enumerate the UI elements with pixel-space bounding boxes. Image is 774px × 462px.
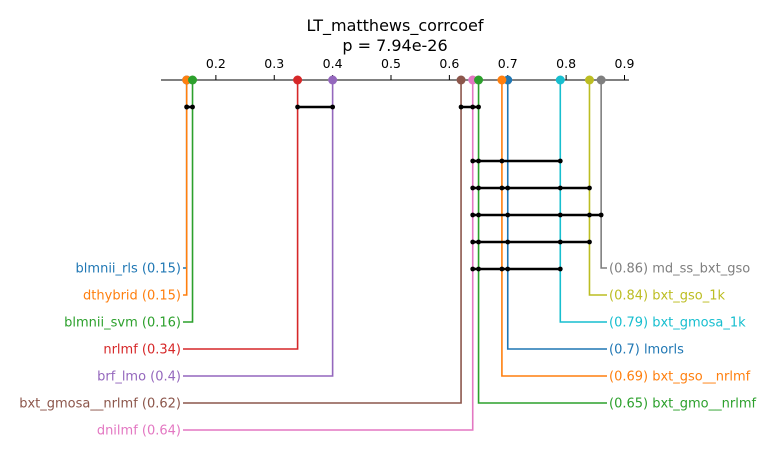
method-label-bxt_gmosa_1k: (0.79) bxt_gmosa_1k [609, 316, 746, 331]
axis-ticks: 0.2 0.3 0.4 0.5 0.6 0.7 0.8 0.9 [206, 56, 635, 80]
axis-tick-label: 0.9 [615, 56, 635, 71]
clique-dot [476, 158, 481, 164]
method-label-blmnii_svm: blmnii_svm (0.16) [64, 316, 181, 331]
clique-dot [505, 185, 511, 191]
axis-tick-label: 0.6 [439, 56, 459, 71]
clique-dot [476, 212, 481, 218]
clique-dot [587, 239, 592, 245]
method-label-blmnii_rls: blmnii_rls (0.15) [76, 262, 181, 277]
clique-dot [476, 266, 481, 272]
method-labels: blmnii_rls (0.15) dthybrid (0.15) blmnii_s… [19, 262, 756, 439]
clique-dot [184, 104, 190, 110]
rank-marker-bxt_gmosa__nrlmf [456, 75, 466, 85]
axis-tick-label: 0.2 [206, 56, 226, 71]
connector-bxt_gso__nrlmf [501, 80, 607, 377]
clique-dot [476, 239, 481, 245]
connector-blmnii_svm [183, 80, 194, 323]
method-label-bxt_gso__nrlmf: (0.69) bxt_gso__nrlmf [609, 370, 751, 385]
clique-dot [470, 158, 476, 164]
connector-dthybrid [183, 80, 188, 296]
clique-bars [184, 104, 604, 272]
clique-dot [587, 212, 592, 218]
chart-title: LT_matthews_corrcoef [307, 16, 484, 36]
connector-brf_lmo [183, 80, 334, 377]
rank-markers [182, 75, 606, 85]
clique-dot [476, 104, 481, 110]
clique-dot [505, 239, 511, 245]
connector-nrlmf [183, 80, 299, 350]
clique-dot [458, 104, 464, 110]
rank-marker-blmnii_svm [188, 75, 198, 85]
method-label-bxt_gso_1k: (0.84) bxt_gso_1k [609, 289, 726, 304]
clique-dot [587, 185, 592, 191]
clique-dot [470, 239, 476, 245]
rank-marker-bxt_gmo__nrlmf [474, 75, 484, 85]
clique-dot [557, 158, 563, 164]
clique-dot [557, 212, 563, 218]
clique-dot [330, 104, 336, 110]
rank-marker-nrlmf [293, 75, 303, 85]
connector-bxt_gmosa_1k [559, 80, 607, 323]
chart-subtitle: p = 7.94e-26 [342, 36, 447, 55]
clique-dot [505, 212, 511, 218]
clique-dot [557, 185, 563, 191]
rank-marker-bxt_gso_1k [584, 75, 594, 85]
clique-dot [557, 239, 563, 245]
clique-dot [499, 185, 505, 191]
axis-tick-label: 0.3 [264, 56, 284, 71]
axis-tick-label: 0.8 [556, 56, 576, 71]
clique-dot [505, 266, 511, 272]
rank-marker-brf_lmo [328, 75, 338, 85]
clique-dot [470, 266, 476, 272]
axis-tick-label: 0.5 [381, 56, 401, 71]
connector-lmorls [506, 80, 607, 350]
connector-bxt_gmosa__nrlmf [183, 80, 462, 404]
clique-dot [190, 104, 195, 110]
rank-marker-bxt_gmosa_1k [555, 75, 565, 85]
method-label-nrlmf: nrlmf (0.34) [103, 343, 181, 358]
clique-dot [470, 212, 476, 218]
clique-dot [476, 185, 481, 191]
method-label-bxt_gmo__nrlmf: (0.65) bxt_gmo__nrlmf [609, 397, 756, 412]
clique-dot [499, 266, 505, 272]
connector-bxt_gso_1k [588, 80, 607, 296]
method-label-lmorls: (0.7) lmorls [609, 343, 684, 358]
clique-dot [470, 104, 476, 110]
clique-dot [470, 185, 476, 191]
connector-dnilmf [183, 80, 474, 431]
axis-tick-label: 0.4 [323, 56, 343, 71]
clique-dot [557, 266, 563, 272]
connector-md_ss_bxt_gso [600, 80, 607, 269]
axis-tick-label: 0.7 [498, 56, 518, 71]
rank-marker-md_ss_bxt_gso [596, 75, 606, 85]
method-label-md_ss_bxt_gso: (0.86) md_ss_bxt_gso [609, 262, 750, 277]
clique-dot [598, 212, 604, 218]
clique-dot [499, 158, 505, 164]
method-label-brf_lmo: brf_lmo (0.4) [97, 370, 181, 385]
method-label-dnilmf: dnilmf (0.64) [97, 424, 181, 439]
rank-marker-bxt_gso__nrlmf [497, 75, 507, 85]
method-label-dthybrid: dthybrid (0.15) [83, 289, 181, 304]
method-connectors [183, 80, 607, 431]
clique-dot [295, 104, 300, 110]
method-label-bxt_gmosa__nrlmf: bxt_gmosa__nrlmf (0.62) [19, 397, 181, 412]
